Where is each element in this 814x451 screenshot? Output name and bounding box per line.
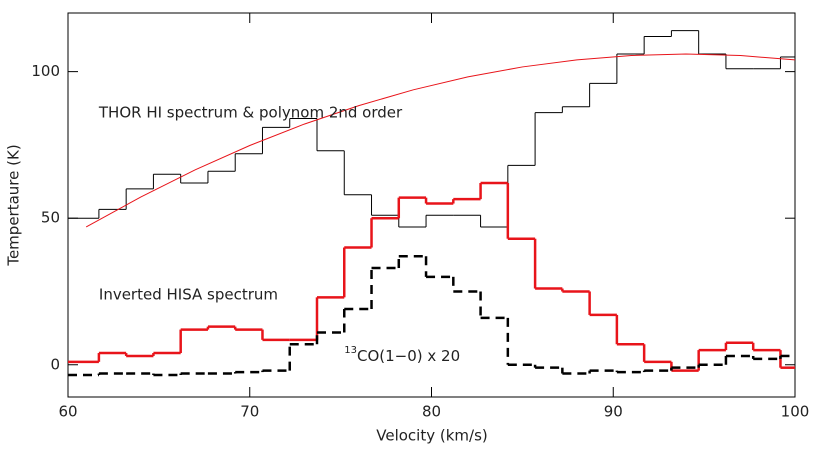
annotation-superscript: 13 <box>344 345 357 356</box>
annotation-text: CO(1−0) x 20 <box>357 346 460 364</box>
y-tick-label: 50 <box>41 209 60 227</box>
annotation: THOR HI spectrum & polynom 2nd order <box>98 103 403 121</box>
x-tick-label: 90 <box>604 403 623 421</box>
y-axis-label: Tempertaure (K) <box>5 144 23 266</box>
annotation: 13CO(1−0) x 20 <box>344 345 460 365</box>
y-tick-label: 100 <box>31 62 60 80</box>
x-axis-label: Velocity (km/s) <box>376 427 487 445</box>
x-tick-label: 100 <box>781 403 810 421</box>
annotation-text: Inverted HISA spectrum <box>99 285 278 303</box>
x-tick-label: 70 <box>240 403 259 421</box>
y-tick-label: 0 <box>50 355 60 373</box>
x-tick-label: 80 <box>422 403 441 421</box>
fit-curve <box>85 53 796 228</box>
plot-frame <box>67 12 796 398</box>
x-tick-label: 60 <box>58 403 77 421</box>
annotation-text: THOR HI spectrum & polynom 2nd order <box>98 103 403 121</box>
annotation: Inverted HISA spectrum <box>99 285 278 303</box>
